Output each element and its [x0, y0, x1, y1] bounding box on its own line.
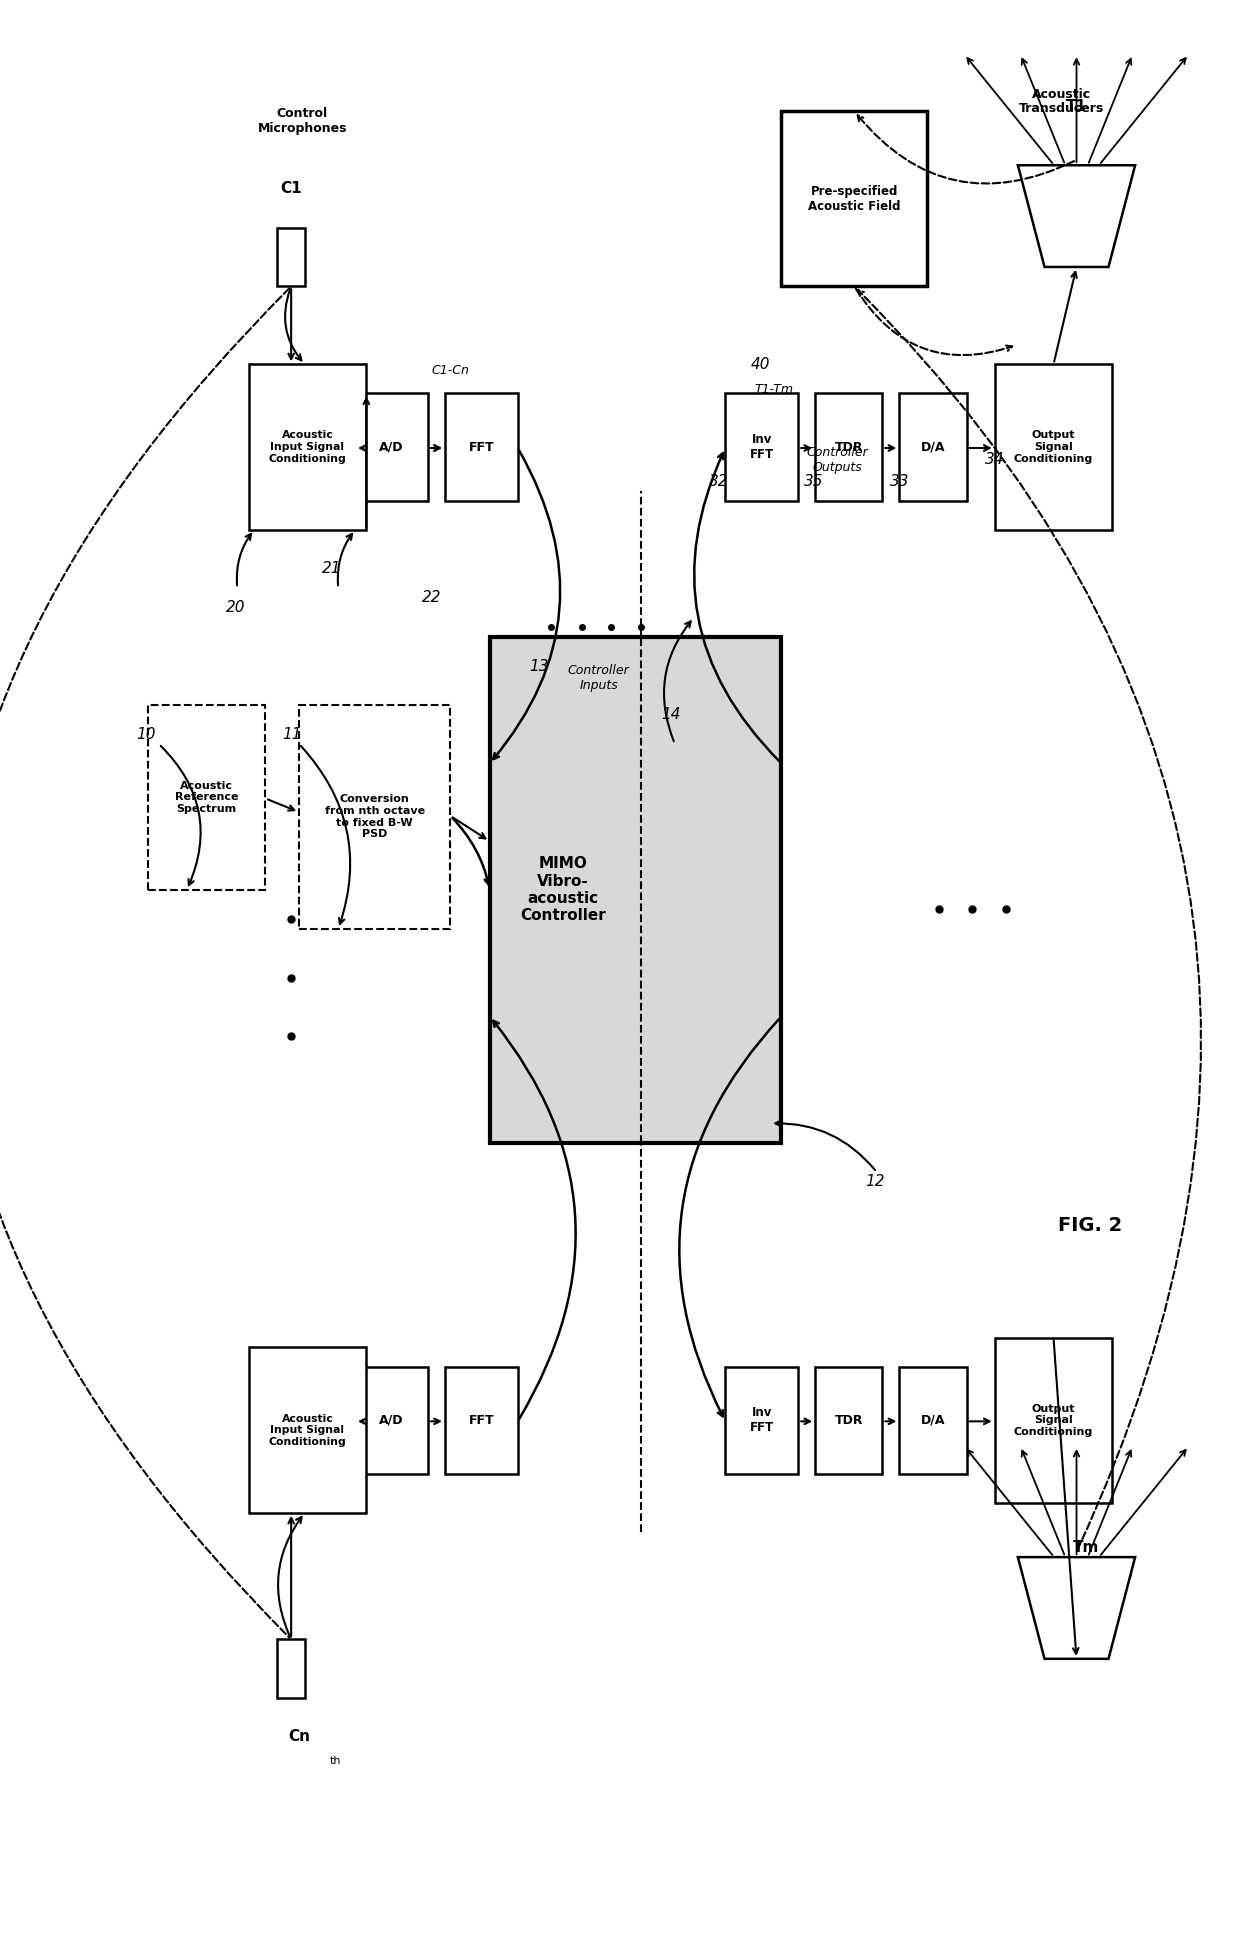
Bar	[994, 1337, 1112, 1503]
Text: MIMO
Vibro-
acoustic
Controller: MIMO Vibro- acoustic Controller	[520, 856, 605, 923]
Text: TDR: TDR	[835, 440, 863, 454]
Bar	[725, 393, 799, 500]
Bar	[725, 1367, 799, 1474]
Text: A/D: A/D	[379, 1413, 404, 1427]
Text: D/A: D/A	[920, 1413, 945, 1427]
Text: Output
Signal
Conditioning: Output Signal Conditioning	[1014, 1404, 1094, 1437]
Text: 12: 12	[866, 1175, 885, 1189]
Text: 20: 20	[226, 600, 246, 616]
Text: 14: 14	[661, 708, 681, 721]
Text: Conversion
from nth octave
to fixed B-W
PSD: Conversion from nth octave to fixed B-W …	[325, 794, 425, 839]
Text: T1-Tm: T1-Tm	[754, 383, 794, 397]
Text: A/D: A/D	[379, 440, 404, 454]
Bar	[148, 706, 265, 890]
Bar	[781, 111, 928, 287]
Text: Acoustic
Transducers: Acoustic Transducers	[1019, 88, 1105, 115]
Bar	[445, 393, 518, 500]
Bar	[815, 393, 883, 500]
Text: FIG. 2: FIG. 2	[1058, 1216, 1122, 1234]
Text: 10: 10	[136, 727, 156, 741]
Text: 40: 40	[751, 358, 770, 371]
Bar	[248, 1347, 366, 1513]
Text: 11: 11	[283, 727, 301, 741]
Text: 35: 35	[804, 473, 823, 489]
Bar	[994, 364, 1112, 530]
Bar	[355, 1367, 428, 1474]
Text: Controller
Inputs: Controller Inputs	[568, 665, 630, 692]
Text: th: th	[330, 1756, 341, 1765]
Bar	[248, 364, 366, 530]
Text: th: th	[1121, 1570, 1133, 1580]
Text: 34: 34	[985, 452, 1004, 467]
Text: 32: 32	[708, 473, 728, 489]
Text: Acoustic
Input Signal
Conditioning: Acoustic Input Signal Conditioning	[269, 1413, 346, 1447]
Text: FFT: FFT	[469, 440, 494, 454]
Text: Control
Microphones: Control Microphones	[258, 108, 347, 135]
Text: Controller
Outputs: Controller Outputs	[807, 446, 868, 475]
Text: Inv
FFT: Inv FFT	[750, 434, 774, 461]
Text: 33: 33	[890, 473, 910, 489]
Bar	[899, 393, 966, 500]
Text: TDR: TDR	[835, 1413, 863, 1427]
Bar	[490, 637, 781, 1144]
Text: Cn: Cn	[288, 1728, 310, 1744]
Bar	[299, 706, 450, 929]
Text: T1: T1	[1066, 100, 1087, 113]
Text: Output
Signal
Conditioning: Output Signal Conditioning	[1014, 430, 1094, 463]
Polygon shape	[1018, 166, 1135, 268]
Text: Inv
FFT: Inv FFT	[750, 1406, 774, 1435]
Bar	[277, 229, 305, 287]
Bar	[355, 393, 428, 500]
Bar	[445, 1367, 518, 1474]
Text: Pre-specified
Acoustic Field: Pre-specified Acoustic Field	[808, 186, 900, 213]
Text: C1-Cn: C1-Cn	[432, 364, 470, 377]
Text: 13: 13	[529, 659, 548, 674]
Bar	[277, 1640, 305, 1697]
Bar	[899, 1367, 966, 1474]
Text: D/A: D/A	[920, 440, 945, 454]
Text: 22: 22	[423, 590, 441, 606]
Text: FFT: FFT	[469, 1413, 494, 1427]
Text: C1: C1	[280, 182, 303, 196]
Bar	[815, 1367, 883, 1474]
Text: Tm: Tm	[1073, 1541, 1100, 1554]
Text: 21: 21	[321, 561, 341, 577]
Text: Acoustic
Reference
Spectrum: Acoustic Reference Spectrum	[175, 780, 238, 813]
Polygon shape	[1018, 1556, 1135, 1660]
Text: Acoustic
Input Signal
Conditioning: Acoustic Input Signal Conditioning	[269, 430, 346, 463]
